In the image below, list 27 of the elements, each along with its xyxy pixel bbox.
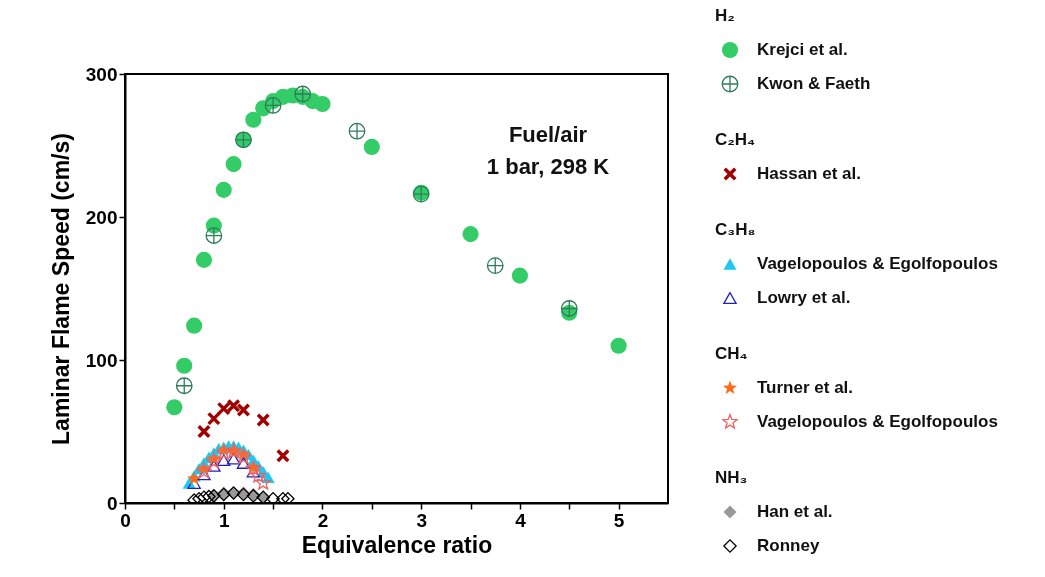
text: NH₃: [715, 468, 748, 487]
x-tick-label: 5: [613, 509, 625, 531]
legend-label: Hassan et al.: [757, 164, 861, 183]
x-axis-title: Equivalence ratio: [301, 531, 493, 558]
y-tick-label: 300: [85, 63, 118, 85]
legend-label: Turner et al.: [757, 378, 854, 397]
annotation: 1 bar, 298 K: [486, 154, 610, 179]
legend-label: Lowry et al.: [757, 288, 851, 307]
legend-label: Krejci et al.: [757, 40, 848, 59]
text: C₃H₈: [715, 220, 756, 239]
x-tick-label: 2: [317, 509, 329, 531]
legend-label: Ronney: [757, 536, 820, 555]
x-tick-label: 3: [416, 509, 427, 531]
y-tick-label: 200: [85, 206, 118, 228]
y-tick-label: 0: [106, 492, 118, 514]
y-axis-title: Laminar Flame Speed (cm/s): [47, 133, 74, 445]
annotation: Fuel/air: [508, 122, 588, 147]
text: C₂H₄: [715, 130, 756, 149]
legend-label: Han et al.: [757, 502, 833, 521]
legend-label: Vagelopoulos & Egolfopoulos: [757, 412, 998, 431]
y-tick-label: 100: [85, 349, 118, 371]
legend-label: Vagelopoulos & Egolfopoulos: [757, 254, 998, 273]
text: H₂: [715, 6, 735, 25]
x-tick-label: 4: [515, 509, 527, 531]
x-tick-label: 1: [218, 509, 230, 531]
text: CH₄: [715, 344, 748, 363]
legend-label: Kwon & Faeth: [757, 74, 871, 93]
